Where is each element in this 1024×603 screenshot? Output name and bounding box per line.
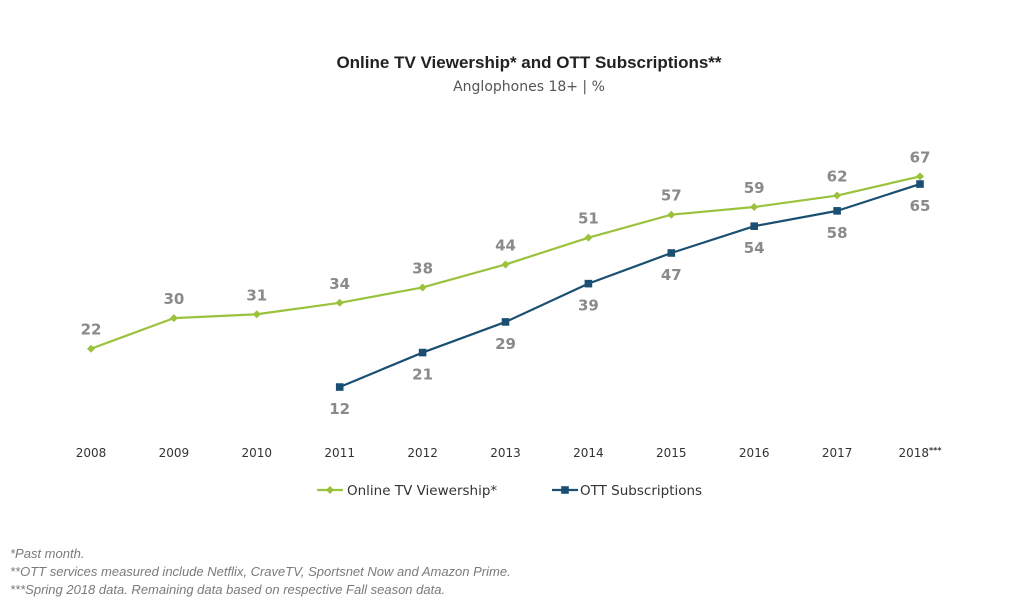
footnote: **OTT services measured include Netflix,… xyxy=(10,564,511,579)
data-label: 38 xyxy=(412,259,433,277)
legend-label: OTT Subscriptions xyxy=(580,483,702,499)
data-point xyxy=(916,172,924,181)
x-tick-label: 2010 xyxy=(242,446,273,460)
data-point xyxy=(169,314,178,323)
data-point xyxy=(750,222,758,230)
data-point xyxy=(335,383,344,391)
data-point xyxy=(750,203,759,212)
legend-swatch-marker xyxy=(561,486,569,494)
data-label: 51 xyxy=(578,210,599,228)
chart-subtitle: Anglophones 18+ | % xyxy=(453,79,605,95)
data-label: 57 xyxy=(661,187,682,205)
data-label: 58 xyxy=(827,224,848,242)
x-tick-label: 2012 xyxy=(407,446,438,460)
data-label: 54 xyxy=(744,239,765,257)
data-point xyxy=(584,279,593,288)
x-tick-label: 2016 xyxy=(739,446,770,460)
footnote: ***Spring 2018 data. Remaining data base… xyxy=(10,582,446,597)
data-point xyxy=(87,344,95,353)
data-point xyxy=(584,233,593,242)
legend: Online TV Viewership* OTT Subscriptions xyxy=(317,483,702,499)
data-label: 44 xyxy=(495,236,516,254)
data-label: 12 xyxy=(329,400,350,418)
data-label: 39 xyxy=(578,297,599,315)
x-tick-label: 2018*** xyxy=(898,446,942,460)
data-point xyxy=(833,207,841,215)
data-label: 29 xyxy=(495,335,516,353)
data-label: 31 xyxy=(246,286,267,304)
data-point xyxy=(667,249,676,257)
data-point xyxy=(916,180,924,188)
legend-swatch-marker xyxy=(326,486,334,494)
data-label: 22 xyxy=(81,321,102,339)
plot-area: 2008 2009 2010 2011 2012 2013 2014 2015 2016 2017… xyxy=(76,148,943,460)
data-point xyxy=(418,283,427,292)
footnotes: *Past month. **OTT services measured inc… xyxy=(10,545,511,599)
data-point xyxy=(833,191,842,200)
x-tick-label: 2008 xyxy=(76,446,107,460)
data-point xyxy=(501,318,510,326)
data-label: 62 xyxy=(827,168,848,186)
legend-item-ott: OTT Subscriptions xyxy=(552,483,702,499)
x-tick-label: 2014 xyxy=(573,446,604,460)
data-label: 21 xyxy=(412,366,433,384)
data-point xyxy=(501,260,510,269)
legend-label: Online TV Viewership* xyxy=(347,483,497,499)
data-label: 30 xyxy=(163,290,184,308)
x-tick-label: 2009 xyxy=(159,446,190,460)
data-point xyxy=(418,348,427,357)
x-tick-label: 2017 xyxy=(822,446,853,460)
data-label: 67 xyxy=(910,148,931,166)
data-point xyxy=(252,310,261,319)
legend-item-online-tv: Online TV Viewership* xyxy=(317,483,497,499)
data-label: 65 xyxy=(910,197,931,215)
data-label: 34 xyxy=(329,275,350,293)
x-tick-label: 2013 xyxy=(490,446,521,460)
x-tick-label: 2015 xyxy=(656,446,687,460)
data-label: 47 xyxy=(661,266,682,284)
series-line-ott xyxy=(339,183,921,389)
footnote: *Past month. xyxy=(10,546,85,561)
data-point xyxy=(667,210,676,219)
data-point xyxy=(335,298,344,307)
data-label: 59 xyxy=(744,179,765,197)
chart-title: Online TV Viewership* and OTT Subscripti… xyxy=(336,53,721,72)
x-tick-label: 2011 xyxy=(324,446,355,460)
